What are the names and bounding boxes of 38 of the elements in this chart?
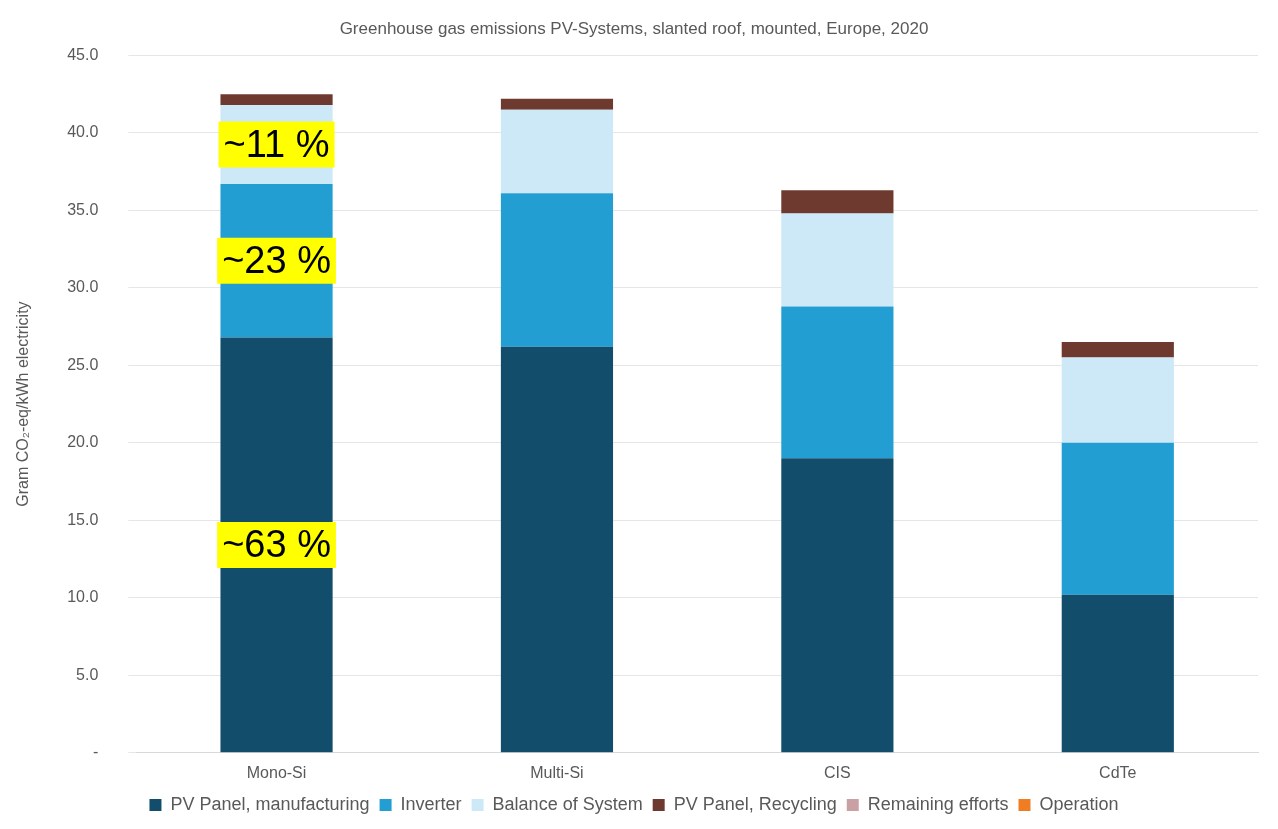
bar [1061, 442, 1174, 595]
y-tick-label: 25.0 [67, 355, 99, 373]
x-tick-label: CIS [824, 763, 851, 781]
x-tick-label: Mono-Si [246, 763, 307, 781]
y-tick-label: 45.0 [67, 45, 99, 63]
legend-label: Operation [1039, 793, 1119, 814]
bar [781, 306, 894, 459]
bar [781, 458, 894, 753]
bar [500, 193, 614, 347]
annotation: ~11 % [223, 123, 330, 165]
y-tick-label: 15.0 [67, 510, 99, 528]
legend-label: PV Panel, manufacturing [170, 793, 370, 814]
bar [781, 213, 894, 307]
bar [1061, 594, 1174, 753]
annotation: ~63 % [222, 523, 331, 566]
legend-label: Remaining efforts [867, 793, 1009, 814]
bar [781, 190, 894, 214]
y-tick-label: 20.0 [67, 433, 99, 451]
x-tick-label: CdTe [1099, 763, 1137, 781]
y-tick-label: 35.0 [67, 200, 99, 218]
legend-label: Balance of System [492, 793, 643, 814]
y-axis-title: Gram CO₂-eq/kWh electricity [14, 301, 32, 507]
annotation: ~23 % [222, 239, 331, 282]
legend-label: Inverter [400, 793, 462, 814]
chart-title: Greenhouse gas emissions PV-Systems, slanted roof, mounted, Europe, 2020 [339, 18, 929, 38]
y-tick-label: - [93, 743, 99, 761]
bar [1061, 342, 1174, 358]
bar [500, 346, 614, 753]
y-tick-label: 5.0 [76, 665, 99, 683]
bar [1061, 357, 1174, 443]
bar [500, 109, 614, 194]
y-tick-label: 40.0 [67, 123, 99, 141]
legend-label: PV Panel, Recycling [673, 793, 837, 814]
y-tick-label: 10.0 [67, 588, 99, 606]
bar [220, 94, 333, 105]
bar [500, 98, 614, 110]
x-tick-label: Multi-Si [530, 763, 584, 781]
y-tick-label: 30.0 [67, 278, 99, 296]
